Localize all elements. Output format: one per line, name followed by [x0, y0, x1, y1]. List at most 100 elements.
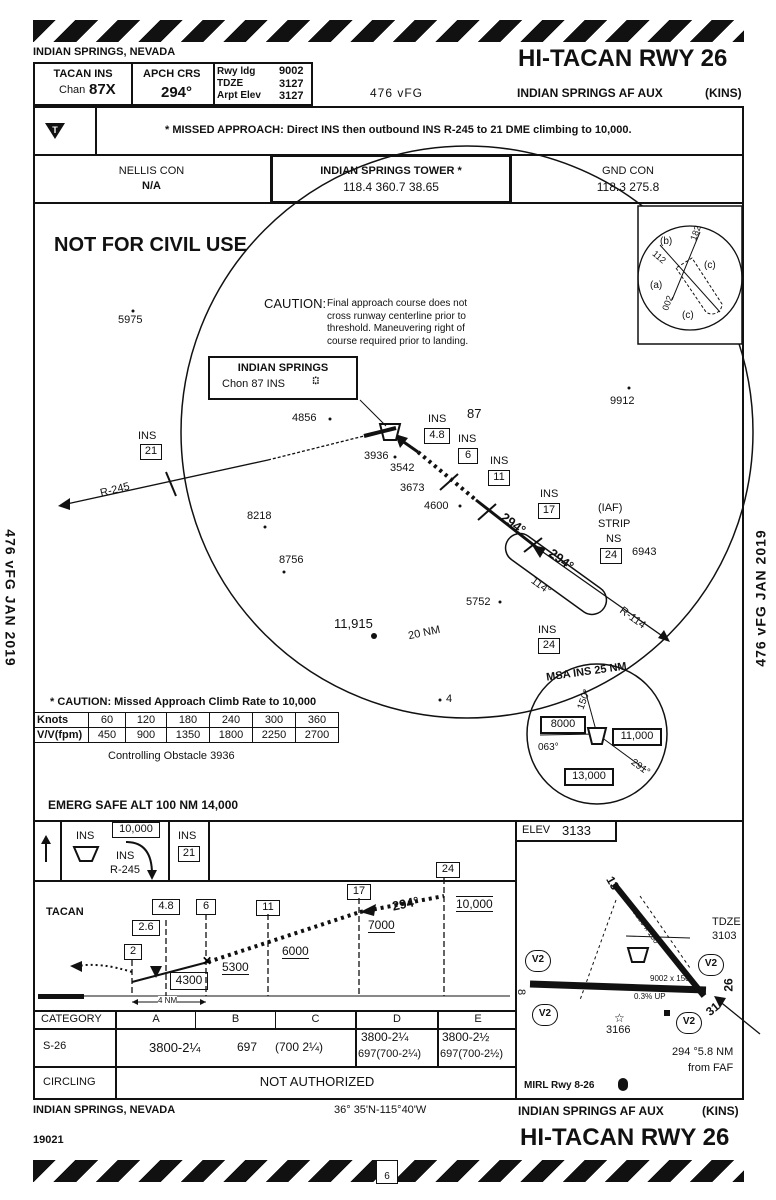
footer-coords: 36° 35'N-115°40'W [334, 1104, 427, 1116]
obstacle-dot [263, 525, 267, 529]
building-icon [664, 1010, 670, 1016]
fix-tick-6 [439, 473, 459, 491]
climb-vv-label: V/V(fpm) [33, 727, 89, 743]
lighting-note: MIRL Rwy 8-26 [524, 1080, 595, 1091]
r245-dashed-line [267, 433, 373, 461]
caution-label: CAUTION: [264, 296, 327, 311]
obstacle-87: 87 [467, 406, 482, 421]
minimums-table: CATEGORY A B C D E S-26 3800-2¼ 697 (700… [33, 1010, 517, 1100]
profile-tacan-label: TACAN [46, 906, 84, 918]
profile-scale-label: 4 NM [158, 996, 178, 1005]
plan-dme-24b: 24 [538, 638, 560, 654]
header-airport-id: (KINS) [705, 86, 742, 100]
diagram-elev-3166: 3166 [606, 1024, 631, 1036]
tdze-label: TDZE [217, 78, 244, 89]
min-col-line-1 [115, 1010, 117, 1100]
min-e-line1: 3800-2½ [442, 1030, 490, 1044]
approach-arrow-icon [714, 996, 726, 1008]
min-ab-value: 3800-2¼ [149, 1040, 201, 1055]
header-location: INDIAN SPRINGS, NEVADA [33, 46, 176, 58]
missed-approach-text: * MISSED APPROACH: Direct INS then outbo… [165, 124, 632, 136]
elevation-5975: 5975 [118, 314, 143, 326]
msa-alt-13000: 13,000 [564, 768, 614, 786]
inset-label-c1: (c) [704, 260, 716, 271]
profile-dme-4-8: 4.8 [152, 899, 180, 915]
elevation-star-icon: ☆ [614, 1011, 625, 1025]
inset-course-line [659, 244, 721, 313]
rwy-8-label: 8 [515, 988, 528, 996]
footer-amdt: 19021 [33, 1134, 64, 1146]
elevation-4600: 4600 [424, 500, 449, 512]
controlling-obstacle: Controlling Obstacle 3936 [108, 750, 235, 762]
caution-text: Final approach course does not cross run… [327, 298, 468, 348]
elevation-3542: 3542 [390, 462, 415, 474]
ma-dme-21-value: 21 [182, 847, 196, 859]
ma-r245-label: R-245 [110, 864, 140, 876]
scale-right-arrow-icon [200, 999, 206, 1005]
plan-dme-11: 11 [488, 470, 510, 486]
profile-dme-11: 11 [256, 900, 280, 916]
profile-graphics: ✕ [38, 878, 510, 1005]
profile-alt-4300: 4300 [170, 972, 208, 990]
profile-dme-2-6: 2.6 [132, 920, 160, 936]
side-label-right: 476 vFG JAN 2019 [752, 529, 769, 667]
plan-ins-label-11: INS [490, 455, 509, 467]
inset-label-a: (a) [650, 280, 663, 291]
climb-knots-cell: 360 [295, 712, 339, 728]
planview-20nm-ring [180, 145, 754, 719]
profile-dme-6: 6 [196, 899, 216, 915]
parallel-runway-outline [625, 935, 691, 939]
elev-label: ELEV [522, 824, 551, 836]
obstacle-dot [131, 309, 135, 313]
facility-chan: Chon 87 INS [222, 378, 285, 390]
header-airport: INDIAN SPRINGS AF AUX [517, 86, 663, 100]
comms-col1-name: NELLIS CON [118, 165, 185, 177]
warning-icon: T [44, 122, 66, 140]
msa-circle [526, 663, 668, 805]
min-d-line2: 697(700-2¼) [358, 1048, 421, 1060]
r114-arrow-icon [658, 630, 670, 642]
vgsi-badge-4-label: V2 [682, 1016, 696, 1027]
ma-dme-21: 21 [178, 846, 200, 862]
iaf-label: (IAF) [598, 502, 623, 514]
profile-dme-6-value: 6 [202, 900, 210, 912]
min-cat-b: B [231, 1013, 240, 1025]
profile-ma-arrow-icon [70, 961, 82, 972]
svg-text:T: T [52, 125, 58, 135]
footer-airport-id: (KINS) [702, 1104, 739, 1118]
profile-alt-6000: 6000 [282, 944, 309, 959]
min-e-line2: 697(700-2½) [440, 1048, 503, 1060]
fix-tick-17 [523, 537, 543, 553]
plan-ins-label-17: INS [540, 488, 559, 500]
final-approach-arrow-icon [395, 434, 408, 448]
ma-ins-icon [72, 845, 100, 868]
obstacle-dot [627, 386, 631, 390]
r245-course-line [61, 459, 269, 506]
plan-runway-symbol [363, 426, 397, 438]
min-cat-e: E [474, 1013, 482, 1025]
climb-knots-cell: 120 [125, 712, 167, 728]
facility-box-leader [359, 399, 387, 427]
runway-slope: 0.3% UP [634, 992, 666, 1001]
page-number-box: 6 [376, 1160, 398, 1184]
climb-vv-cell: 2250 [252, 727, 296, 743]
tdze-value: 3127 [279, 78, 304, 90]
ma-icon-divider-3 [208, 822, 210, 880]
profile-dme-2-value: 2 [129, 945, 137, 957]
climb-vv-cell: 450 [88, 727, 126, 743]
final-approach-dotted-line [416, 450, 478, 502]
msa-brg-063: 063° [538, 742, 559, 753]
header-title: HI-TACAN RWY 26 [518, 45, 728, 72]
profile-dme-24-value: 24 [441, 863, 455, 875]
min-col-line-3 [275, 1010, 276, 1028]
obstacle-dot [438, 698, 442, 702]
inset-circle [637, 225, 743, 331]
ma-ins3-label: INS [178, 830, 197, 842]
ma-ins-label: INS [76, 830, 95, 842]
plan-dme-4-8: 4.8 [424, 428, 450, 444]
from-faf-line2: from FAF [688, 1062, 734, 1074]
climb-rate-table: Knots 60 120 180 240 300 360 V/V(fpm) 45… [33, 712, 339, 743]
lighting-symbol-icon [618, 1078, 628, 1091]
plan-ins-label-21: INS [138, 430, 157, 442]
elevation-9912: 9912 [610, 395, 635, 407]
